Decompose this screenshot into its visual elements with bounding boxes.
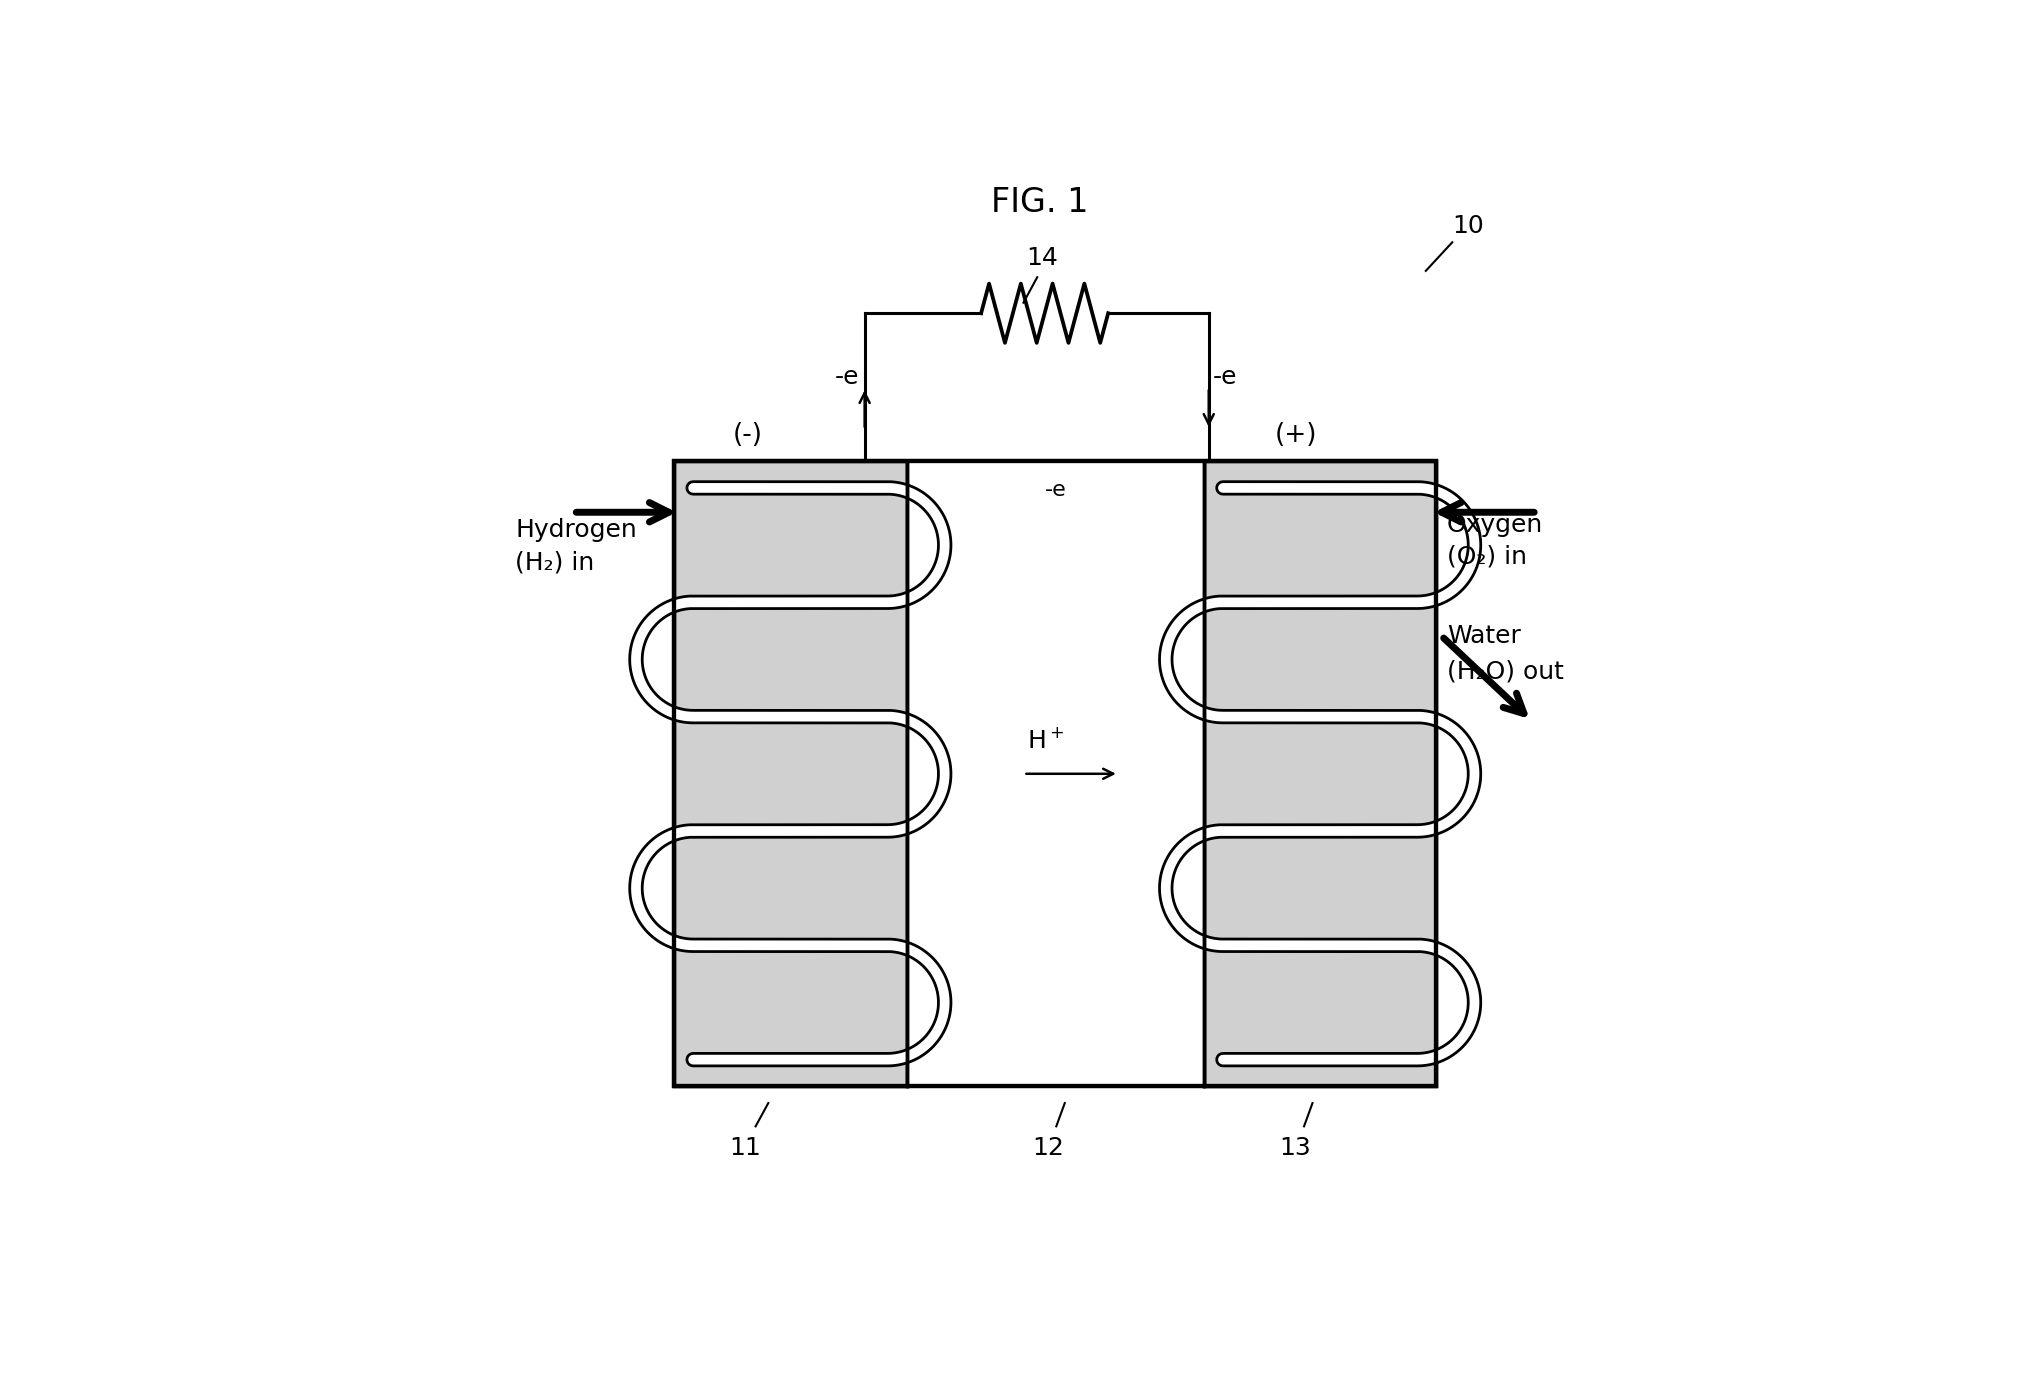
Bar bbox=[673, 462, 1436, 1086]
Text: Oxygen: Oxygen bbox=[1446, 513, 1543, 538]
Bar bbox=[673, 462, 1436, 1086]
Text: 13: 13 bbox=[1280, 1136, 1312, 1159]
Bar bbox=[907, 462, 1205, 1086]
Text: (O₂) in: (O₂) in bbox=[1446, 544, 1527, 569]
Text: H$^+$: H$^+$ bbox=[1026, 727, 1065, 752]
Bar bbox=[1205, 462, 1436, 1086]
Text: Hydrogen: Hydrogen bbox=[515, 518, 637, 542]
Text: FIG. 1: FIG. 1 bbox=[990, 186, 1089, 219]
Bar bbox=[673, 462, 907, 1086]
Text: -e: -e bbox=[1044, 480, 1067, 500]
Text: 10: 10 bbox=[1452, 214, 1484, 238]
Text: -e: -e bbox=[834, 364, 860, 389]
Text: (H₂) in: (H₂) in bbox=[515, 550, 594, 573]
Text: (+): (+) bbox=[1274, 422, 1316, 448]
Text: Water: Water bbox=[1446, 624, 1521, 648]
Text: (-): (-) bbox=[734, 422, 763, 448]
Text: -e: -e bbox=[1213, 364, 1237, 389]
Bar bbox=[673, 462, 1436, 1086]
Text: 14: 14 bbox=[1026, 246, 1059, 270]
Text: 12: 12 bbox=[1032, 1136, 1065, 1159]
Text: (H₂O) out: (H₂O) out bbox=[1446, 659, 1564, 683]
Text: 11: 11 bbox=[730, 1136, 760, 1159]
